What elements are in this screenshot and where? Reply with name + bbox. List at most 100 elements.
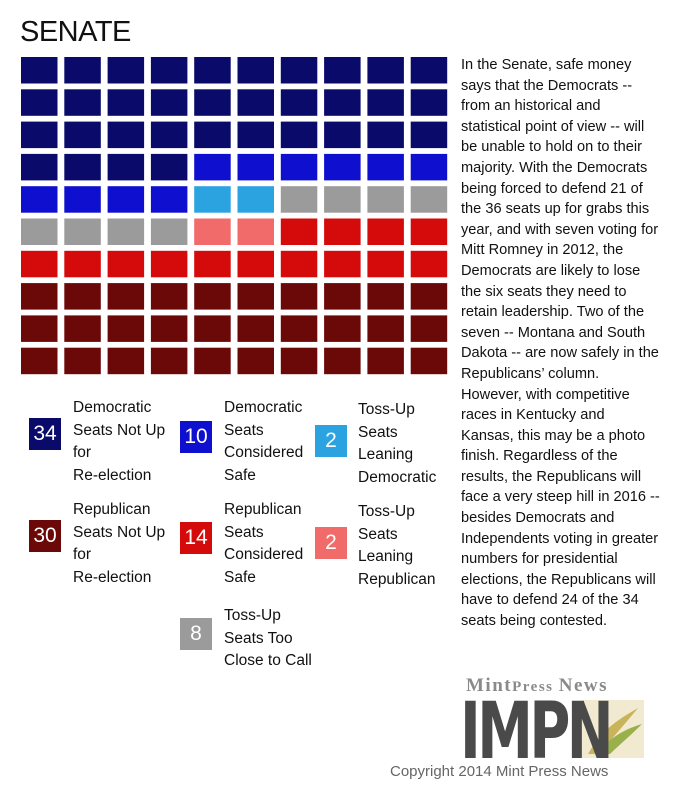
legend-swatch-tossup_close: 8 (180, 618, 212, 650)
legend-label-tossup_close: Toss-Up Seats Too Close to Call (224, 605, 312, 673)
waffle-cell-dem_not_up (194, 57, 231, 84)
waffle-cell-dem_not_up (64, 153, 101, 181)
legend-label-line: Seats (358, 423, 398, 441)
waffle-cell-dem_not_up (410, 57, 448, 84)
waffle-cell-rep_not_up (107, 283, 145, 310)
waffle-cell-rep_not_up (150, 283, 188, 310)
legend-label-line: for (73, 444, 92, 461)
waffle-cell-tossup_close (280, 186, 318, 213)
waffle-cell-dem_not_up (410, 121, 448, 149)
waffle-cell-dem_not_up (194, 121, 231, 149)
waffle-cell-tossup_close (107, 218, 145, 245)
copyright-text: Copyright 2014 Mint Press News (390, 763, 609, 780)
legend-swatch-tossup_lean_dem: 2 (315, 425, 347, 457)
waffle-cell-rep_not_up (194, 347, 231, 375)
waffle-cell-tossup_lean_rep (194, 218, 231, 245)
mpn-logo-icon: IMPN (460, 694, 644, 760)
waffle-cell-dem_not_up (280, 121, 318, 149)
waffle-cell-rep_not_up (194, 283, 231, 310)
waffle-cell-dem_not_up (64, 57, 101, 84)
waffle-cell-tossup_close (367, 186, 404, 213)
legend-label-tossup_lean_rep: Toss-Up Seats Leaning Republican (358, 501, 436, 591)
legend-label-line: Re-election (73, 466, 152, 484)
waffle-cell-dem_not_up (324, 57, 361, 84)
waffle-cell-tossup_lean_dem (237, 186, 274, 213)
waffle-cell-dem_not_up (237, 57, 274, 84)
waffle-cell-rep_not_up (324, 347, 361, 375)
waffle-cell-dem_not_up (21, 57, 58, 84)
waffle-cell-dem_safe (194, 153, 231, 181)
waffle-cell-dem_not_up (280, 89, 318, 116)
legend-label-rep_not_up: Republican Seats Not Up for Re-election (73, 499, 165, 589)
waffle-cell-rep_safe (280, 250, 318, 278)
waffle-cell-rep_not_up (150, 347, 188, 375)
legend-label-line: Toss-Up (358, 503, 415, 520)
waffle-cell-dem_safe (367, 153, 404, 181)
brand-word-2: Press (512, 679, 554, 695)
waffle-cell-rep_safe (410, 218, 448, 245)
waffle-cell-rep_safe (194, 250, 231, 278)
waffle-cell-dem_safe (324, 153, 361, 181)
legend-label-line: Toss-Up (224, 607, 281, 624)
legend-swatch-dem_not_up: 34 (29, 418, 61, 450)
brand-word-1: Mint (466, 675, 513, 696)
waffle-cell-dem_not_up (150, 153, 188, 181)
waffle-cell-rep_safe (280, 218, 318, 245)
legend-label-line: Seats Too (224, 629, 293, 647)
waffle-cell-dem_not_up (367, 121, 404, 149)
legend-label-tossup_lean_dem: Toss-Up Seats Leaning Democratic (358, 399, 436, 489)
waffle-cell-dem_not_up (21, 89, 58, 116)
waffle-cell-dem_not_up (324, 89, 361, 116)
waffle-cell-dem_not_up (150, 89, 188, 116)
waffle-cell-rep_not_up (410, 347, 448, 375)
waffle-cell-dem_not_up (64, 89, 101, 116)
legend-label-line: for (73, 546, 92, 563)
legend-label-line: Seats (224, 421, 264, 439)
waffle-cell-tossup_lean_dem (194, 186, 231, 213)
waffle-cell-rep_not_up (367, 283, 404, 310)
legend-label-line: Toss-Up (358, 401, 415, 418)
waffle-cell-rep_safe (410, 250, 448, 278)
waffle-cell-tossup_close (64, 218, 101, 245)
legend-label-line: Seats Not Up (73, 421, 166, 439)
waffle-grid (21, 57, 448, 375)
waffle-cell-dem_not_up (107, 153, 145, 181)
legend-label-line: Republican (358, 570, 436, 588)
legend-label-line: Safe (224, 466, 256, 484)
waffle-cell-dem_not_up (64, 121, 101, 149)
waffle-cell-dem_not_up (367, 57, 404, 84)
waffle-cell-dem_safe (237, 153, 274, 181)
waffle-cell-tossup_close (150, 218, 188, 245)
brand-wordmark: MintPress News (466, 675, 608, 697)
waffle-cell-dem_not_up (324, 121, 361, 149)
waffle-cell-rep_not_up (150, 315, 188, 342)
waffle-cell-tossup_close (21, 218, 58, 245)
waffle-cell-dem_not_up (410, 89, 448, 116)
waffle-cell-rep_not_up (64, 347, 101, 375)
waffle-cell-rep_not_up (21, 315, 58, 342)
legend-label-line: Republican (73, 501, 151, 518)
legend-label-line: Leaning (358, 548, 414, 565)
waffle-cell-rep_not_up (64, 315, 101, 342)
waffle-cell-rep_safe (367, 250, 404, 278)
waffle-cell-rep_safe (64, 250, 101, 278)
waffle-cell-rep_not_up (107, 315, 145, 342)
waffle-cell-rep_not_up (107, 347, 145, 375)
legend-swatch-tossup_lean_rep: 2 (315, 527, 347, 559)
legend-swatch-dem_safe: 10 (180, 421, 212, 453)
legend-label-line: Seats Not Up (73, 523, 166, 541)
waffle-cell-dem_not_up (21, 121, 58, 149)
waffle-cell-dem_not_up (107, 121, 145, 149)
waffle-cell-rep_safe (237, 250, 274, 278)
waffle-cell-dem_not_up (367, 89, 404, 116)
waffle-cell-dem_safe (64, 186, 101, 213)
waffle-cell-rep_not_up (21, 347, 58, 375)
waffle-cell-dem_safe (280, 153, 318, 181)
legend-label-line: Considered (224, 546, 304, 563)
waffle-cell-rep_not_up (64, 283, 101, 310)
waffle-cell-rep_not_up (194, 315, 231, 342)
waffle-cell-rep_safe (324, 218, 361, 245)
waffle-cell-dem_not_up (280, 57, 318, 84)
legend-label-rep_safe: Republican Seats Considered Safe (224, 499, 303, 589)
legend-label-line: Democratic (224, 399, 303, 416)
